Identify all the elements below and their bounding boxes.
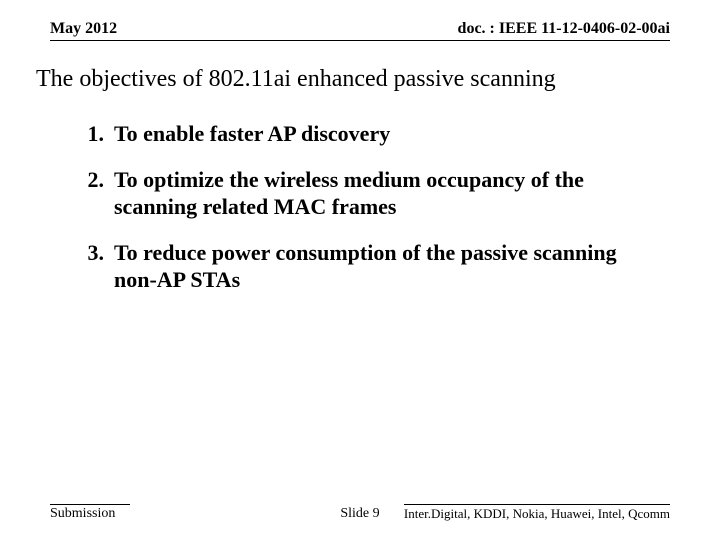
slide-title: The objectives of 802.11ai enhanced pass… [30,66,690,93]
list-text: To optimize the wireless medium occupanc… [114,166,660,221]
footer: Submission Slide 9 Inter.Digital, KDDI, … [50,504,670,522]
list-item: 1. To enable faster AP discovery [80,120,660,148]
header-doc-id: doc. : IEEE 11-12-0406-02-00ai [458,20,670,38]
list-text: To enable faster AP discovery [114,120,660,148]
list-number: 3. [80,239,114,294]
footer-authors: Inter.Digital, KDDI, Nokia, Huawei, Inte… [404,504,670,522]
header: May 2012 doc. : IEEE 11-12-0406-02-00ai [50,20,670,41]
list-number: 2. [80,166,114,221]
objectives-list: 1. To enable faster AP discovery 2. To o… [80,120,660,312]
list-item: 2. To optimize the wireless medium occup… [80,166,660,221]
list-text: To reduce power consumption of the passi… [114,239,660,294]
header-date: May 2012 [50,20,117,38]
footer-left: Submission [50,504,130,522]
list-item: 3. To reduce power consumption of the pa… [80,239,660,294]
footer-slide-number: Slide 9 [340,506,379,522]
list-number: 1. [80,120,114,148]
